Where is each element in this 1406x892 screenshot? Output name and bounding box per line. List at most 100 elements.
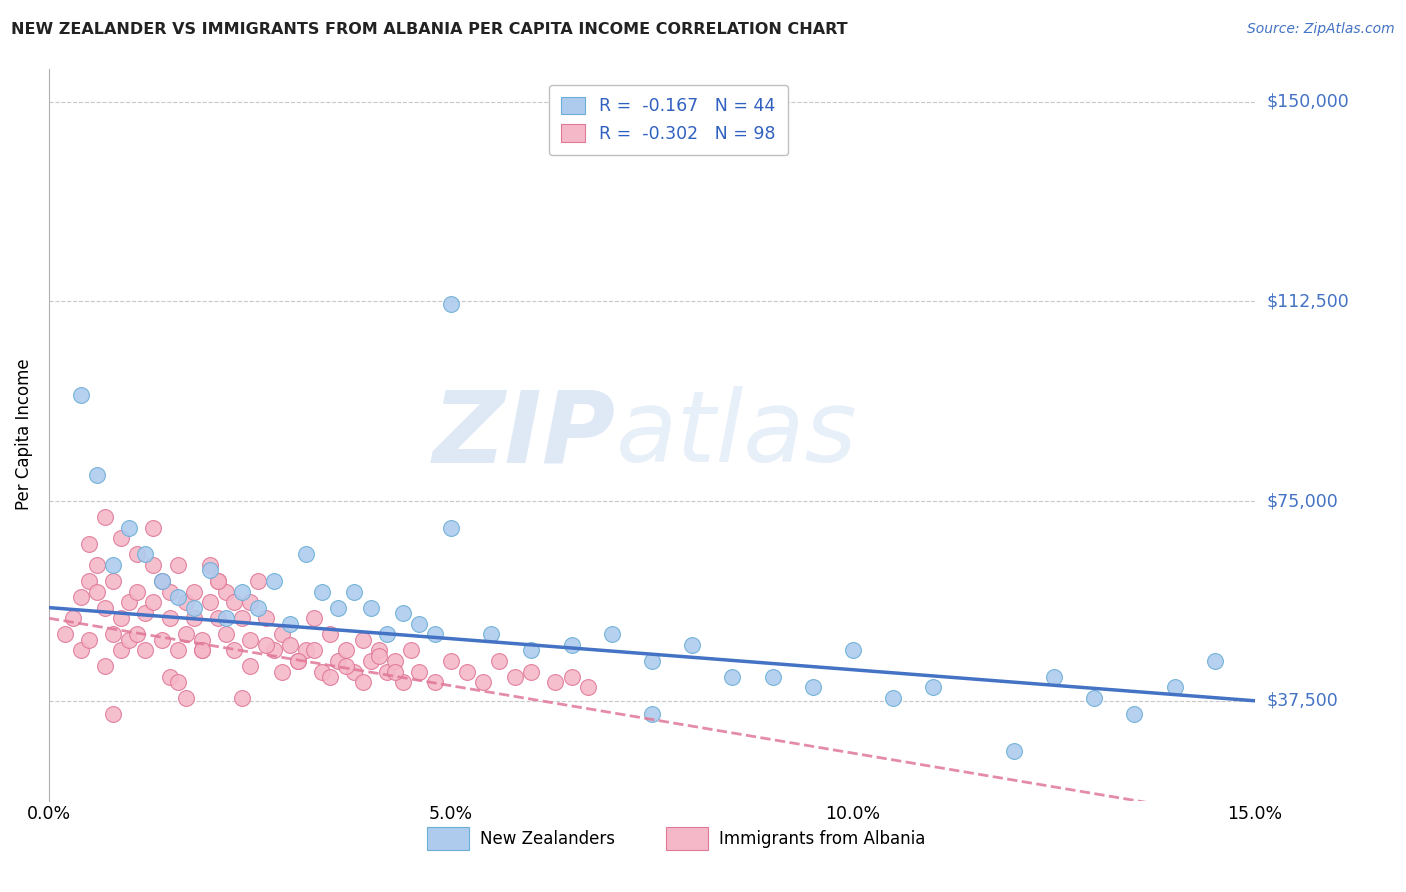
Point	[472, 675, 495, 690]
Point	[150, 632, 173, 647]
Point	[94, 659, 117, 673]
Point	[118, 595, 141, 609]
Point	[278, 616, 301, 631]
Point	[62, 611, 84, 625]
Point	[263, 574, 285, 588]
Point	[801, 681, 824, 695]
Point	[641, 707, 664, 722]
Point	[77, 574, 100, 588]
Point	[343, 584, 366, 599]
Point	[190, 643, 212, 657]
Point	[328, 600, 350, 615]
Point	[86, 467, 108, 482]
Point	[352, 675, 374, 690]
Point	[70, 590, 93, 604]
Point	[110, 611, 132, 625]
Point	[110, 532, 132, 546]
Point	[295, 643, 318, 657]
Point	[882, 691, 904, 706]
Point	[198, 563, 221, 577]
Text: $37,500: $37,500	[1265, 692, 1339, 710]
Point	[287, 654, 309, 668]
Point	[134, 643, 156, 657]
Point	[440, 654, 463, 668]
Point	[174, 691, 197, 706]
Text: atlas: atlas	[616, 386, 858, 483]
Point	[304, 643, 326, 657]
Point	[319, 627, 342, 641]
Point	[239, 595, 262, 609]
Point	[360, 654, 382, 668]
Point	[721, 670, 744, 684]
Point	[263, 643, 285, 657]
Point	[127, 547, 149, 561]
Point	[343, 665, 366, 679]
Text: NEW ZEALANDER VS IMMIGRANTS FROM ALBANIA PER CAPITA INCOME CORRELATION CHART: NEW ZEALANDER VS IMMIGRANTS FROM ALBANIA…	[11, 22, 848, 37]
Point	[103, 574, 125, 588]
Point	[198, 558, 221, 572]
Point	[77, 537, 100, 551]
Text: Immigrants from Albania: Immigrants from Albania	[720, 830, 925, 847]
Point	[600, 627, 623, 641]
Point	[231, 584, 253, 599]
Point	[352, 632, 374, 647]
Point	[127, 584, 149, 599]
Point	[520, 665, 543, 679]
Point	[127, 627, 149, 641]
Point	[174, 595, 197, 609]
Point	[239, 659, 262, 673]
Point	[842, 643, 865, 657]
Point	[375, 627, 398, 641]
Text: New Zealanders: New Zealanders	[481, 830, 616, 847]
Point	[166, 558, 188, 572]
Point	[222, 643, 245, 657]
Point	[360, 600, 382, 615]
Point	[1043, 670, 1066, 684]
Point	[166, 590, 188, 604]
Point	[544, 675, 567, 690]
Point	[641, 654, 664, 668]
Point	[384, 665, 406, 679]
Point	[423, 627, 446, 641]
Point	[239, 632, 262, 647]
Point	[440, 521, 463, 535]
Point	[183, 584, 205, 599]
Point	[166, 643, 188, 657]
Point	[159, 670, 181, 684]
Point	[328, 654, 350, 668]
Point	[375, 665, 398, 679]
Point	[1163, 681, 1185, 695]
Point	[103, 707, 125, 722]
Point	[761, 670, 783, 684]
Point	[287, 654, 309, 668]
Point	[198, 595, 221, 609]
Point	[520, 643, 543, 657]
Point	[231, 691, 253, 706]
Point	[207, 574, 229, 588]
Point	[70, 387, 93, 401]
Point	[207, 611, 229, 625]
Point	[103, 627, 125, 641]
Y-axis label: Per Capita Income: Per Capita Income	[15, 359, 32, 510]
Legend: R =  -0.167   N = 44, R =  -0.302   N = 98: R = -0.167 N = 44, R = -0.302 N = 98	[548, 85, 787, 155]
Point	[391, 606, 413, 620]
Point	[110, 643, 132, 657]
Point	[408, 616, 430, 631]
Point	[215, 627, 238, 641]
Text: $150,000: $150,000	[1265, 93, 1348, 111]
Point	[134, 606, 156, 620]
Point	[367, 643, 389, 657]
Point	[142, 558, 165, 572]
Point	[1123, 707, 1146, 722]
Point	[103, 558, 125, 572]
Point	[159, 584, 181, 599]
Point	[183, 600, 205, 615]
Point	[1083, 691, 1105, 706]
Point	[278, 638, 301, 652]
Point	[174, 627, 197, 641]
Point	[295, 547, 318, 561]
Point	[159, 611, 181, 625]
Point	[166, 675, 188, 690]
Point	[304, 611, 326, 625]
Point	[681, 638, 703, 652]
